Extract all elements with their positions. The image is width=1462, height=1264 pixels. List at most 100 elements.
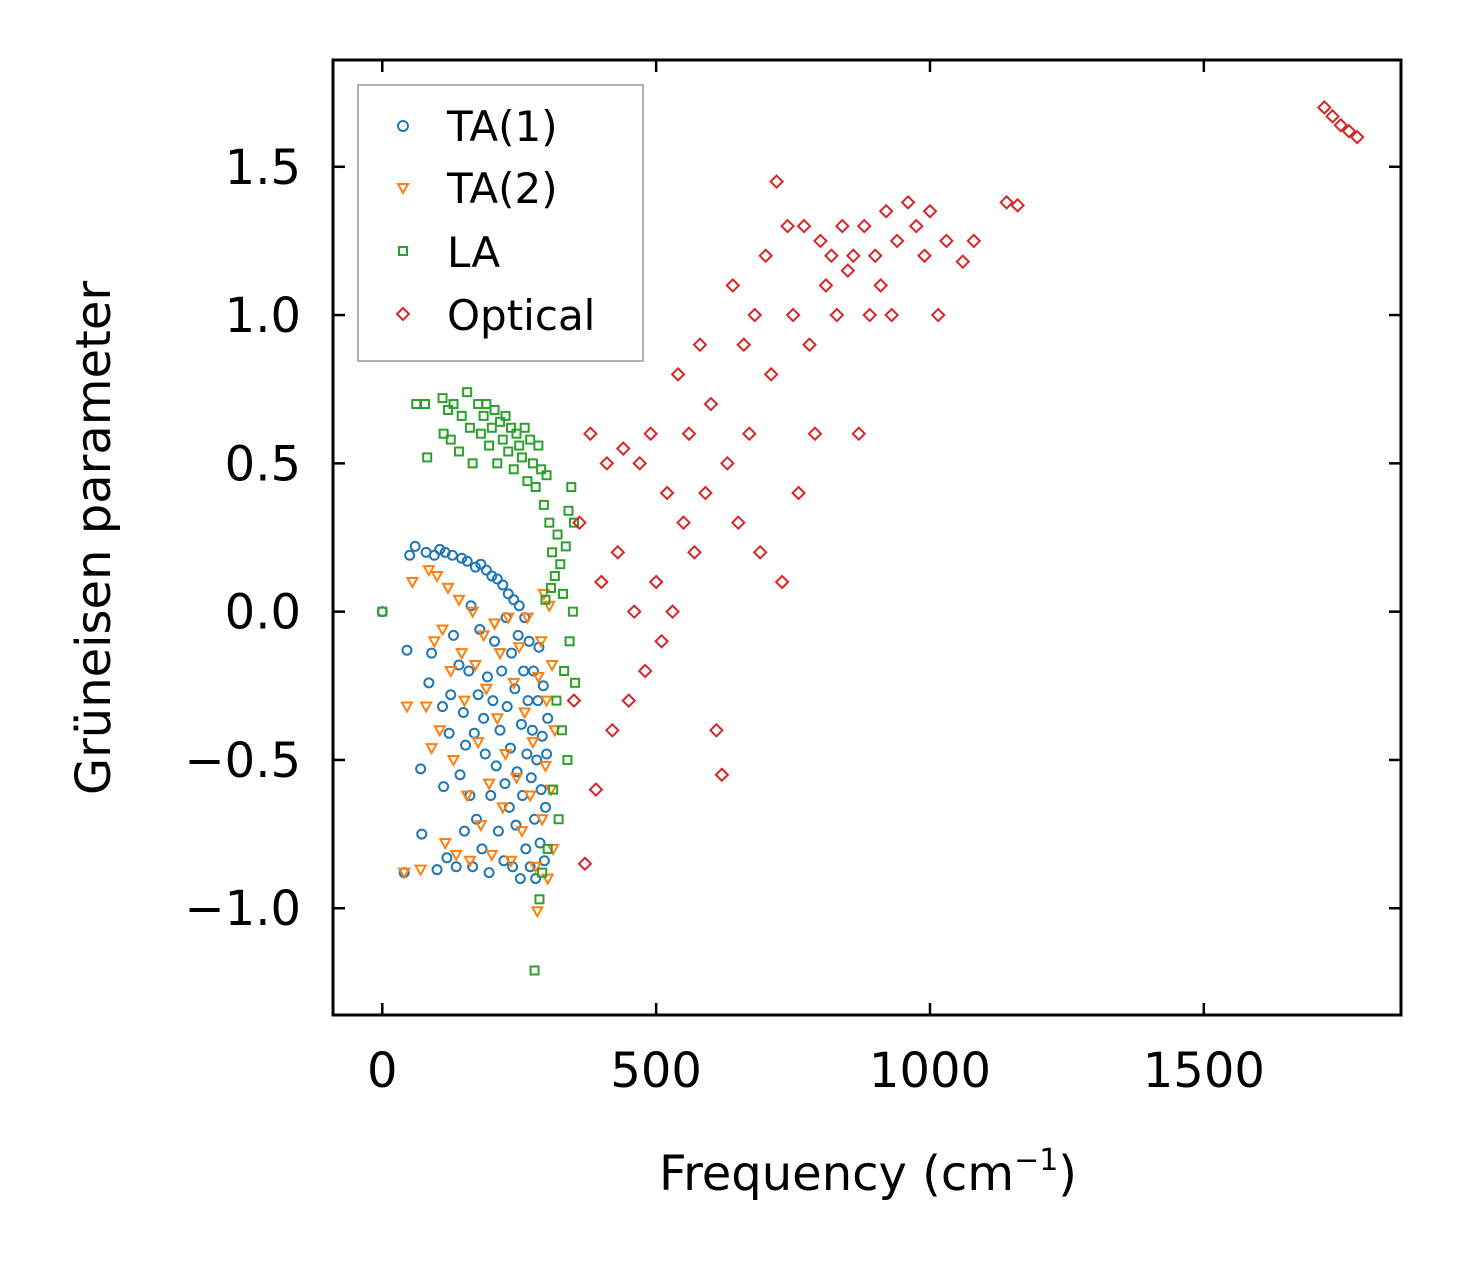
data-point <box>512 642 526 655</box>
data-point <box>506 422 516 433</box>
data-point <box>486 570 498 582</box>
data-point <box>529 965 540 976</box>
data-point <box>498 749 513 762</box>
data-point <box>490 760 502 772</box>
data-point <box>536 730 548 742</box>
data-point <box>534 837 546 849</box>
data-point <box>889 233 905 249</box>
data-point <box>508 464 519 475</box>
data-point <box>878 203 894 219</box>
data-point <box>560 541 571 552</box>
data-point <box>485 849 499 862</box>
data-point <box>438 781 450 793</box>
data-point <box>533 440 544 451</box>
legend-entry-la: LA <box>398 228 500 277</box>
data-point <box>487 695 499 707</box>
data-point <box>626 604 642 620</box>
data-point <box>428 549 440 561</box>
data-point <box>465 606 480 619</box>
data-point <box>431 864 443 876</box>
data-point <box>484 440 495 451</box>
data-point <box>476 630 491 643</box>
series-optical <box>566 100 1365 872</box>
data-point <box>687 544 702 560</box>
x-axis-label: Frequency (cm−1) <box>659 1143 1077 1202</box>
data-point <box>454 769 466 781</box>
data-point <box>481 671 493 683</box>
data-point <box>1325 108 1340 124</box>
data-point <box>564 636 575 647</box>
data-point <box>495 416 506 427</box>
data-point <box>474 820 488 833</box>
data-point <box>714 767 730 783</box>
data-point <box>719 455 735 471</box>
data-point <box>518 665 530 677</box>
data-point <box>472 689 484 701</box>
legend-marker-ta1 <box>397 120 409 132</box>
series-ta-1- <box>376 540 554 885</box>
data-point <box>572 515 587 531</box>
data-point <box>593 574 609 590</box>
data-point <box>489 404 500 415</box>
data-point <box>457 706 469 718</box>
x-axis-label-close: ) <box>1058 1146 1077 1202</box>
x-axis-label-main: Frequency (cm <box>659 1146 1014 1202</box>
data-point <box>437 393 448 404</box>
data-point <box>703 396 719 412</box>
data-point <box>509 772 524 785</box>
data-point <box>458 825 470 837</box>
data-point <box>489 635 501 647</box>
data-point <box>405 576 420 590</box>
data-point <box>461 555 473 567</box>
data-point <box>537 680 549 692</box>
data-point <box>632 455 648 471</box>
data-point <box>563 505 574 516</box>
data-point <box>758 248 774 264</box>
legend-marker-ta2 <box>396 183 410 196</box>
data-point <box>400 701 414 714</box>
legend-label-ta2: TA(2) <box>446 164 558 213</box>
data-point <box>698 485 713 501</box>
data-point <box>516 452 527 463</box>
legend: TA(1) TA(2) LA Optical <box>357 84 644 362</box>
data-point <box>424 743 439 756</box>
data-point <box>445 689 457 701</box>
data-point <box>534 894 545 905</box>
data-point <box>566 693 582 709</box>
data-point <box>462 387 473 398</box>
data-point <box>523 790 537 803</box>
data-point <box>791 485 806 501</box>
data-point <box>566 482 577 493</box>
data-point <box>643 426 659 442</box>
data-point <box>497 434 508 445</box>
data-point <box>404 549 416 561</box>
data-point <box>884 307 900 323</box>
data-point <box>513 600 525 612</box>
data-point <box>1349 129 1365 145</box>
data-point <box>478 712 490 724</box>
data-point <box>553 814 564 825</box>
data-point <box>434 543 446 555</box>
data-point <box>469 561 481 573</box>
data-point <box>542 712 554 724</box>
data-point <box>531 754 543 766</box>
series-la <box>377 387 581 976</box>
data-point <box>449 849 463 862</box>
data-point <box>413 864 428 877</box>
data-point <box>670 366 686 382</box>
data-point <box>426 647 438 659</box>
data-point <box>438 428 449 439</box>
data-point <box>526 724 538 736</box>
data-point <box>526 737 540 750</box>
data-point <box>502 588 514 600</box>
data-point <box>485 790 497 802</box>
data-point <box>637 663 653 679</box>
data-point <box>487 618 502 631</box>
data-point <box>446 549 458 561</box>
data-point <box>867 248 883 264</box>
data-point <box>519 422 530 433</box>
data-point <box>401 644 413 656</box>
data-point <box>540 801 552 813</box>
